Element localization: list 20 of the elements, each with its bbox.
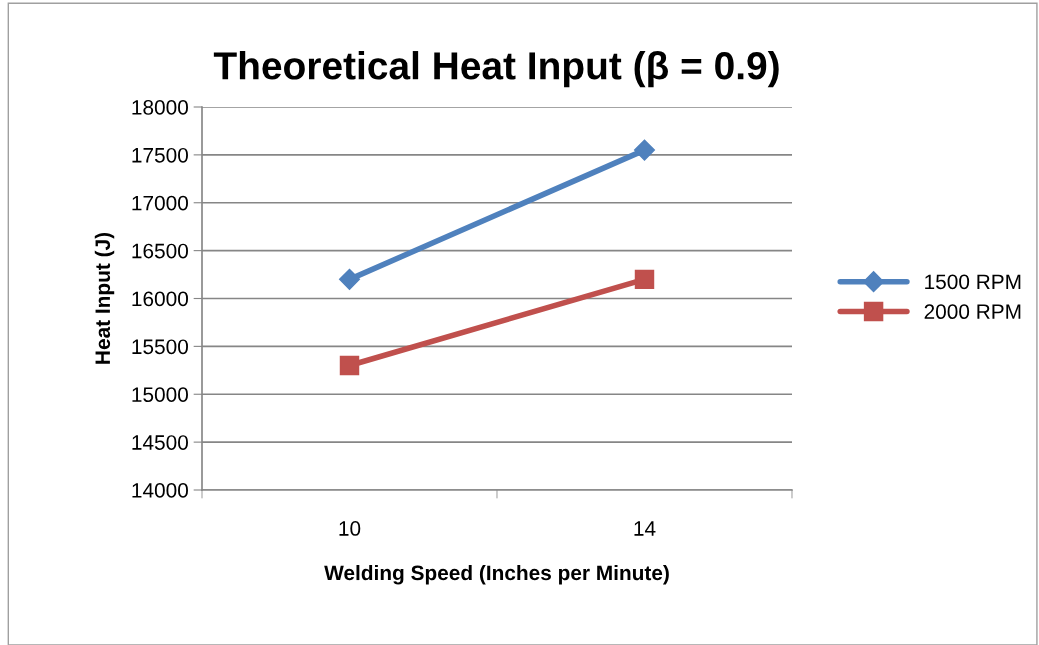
y-tick-label: 14500 xyxy=(132,435,188,450)
y-axis-title: Heat Input (J) xyxy=(94,232,115,364)
x-axis-title: Welding Speed (Inches per Minute) xyxy=(324,564,669,585)
y-tick-label: 15000 xyxy=(132,387,188,402)
point xyxy=(634,269,655,290)
point xyxy=(633,139,656,161)
x-tick-label: 10 xyxy=(339,521,361,536)
y-tick-label: 14000 xyxy=(132,483,188,498)
point xyxy=(339,355,360,376)
legend-label: 2000 RPM xyxy=(924,304,1021,320)
y-tick-label: 17500 xyxy=(132,147,188,163)
point xyxy=(338,268,361,290)
y-tick-label: 16500 xyxy=(132,243,188,259)
y-tick-label: 18000 xyxy=(132,100,188,115)
chart-title: Theoretical Heat Input (β = 0.9) xyxy=(213,51,779,88)
y-tick-label: 15500 xyxy=(132,339,188,355)
legend-label: 1500 RPM xyxy=(925,274,1021,290)
y-tick-label: 16000 xyxy=(132,291,188,307)
y-tick-label: 17000 xyxy=(132,195,188,211)
x-tick-label: 14 xyxy=(634,521,656,536)
